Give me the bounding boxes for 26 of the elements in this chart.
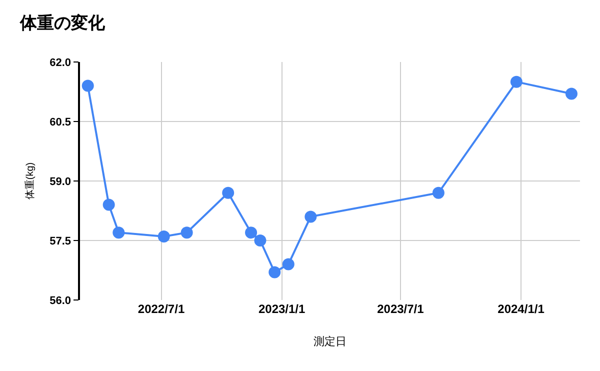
point [222,186,234,199]
y-tick-label: 57.5 [50,235,72,248]
x-tick-label: 2024/1/1 [498,302,545,316]
point [268,266,281,278]
point [565,88,578,100]
point [432,186,444,199]
y-tick-label: 56.0 [50,294,72,307]
y-tick-label: 59.0 [50,176,72,188]
point [245,226,258,239]
point [304,210,317,223]
point [180,226,193,239]
y-tick-label: 60.5 [50,116,72,128]
x-tick-label: 2022/7/1 [138,302,185,316]
point [158,230,170,243]
point [112,226,125,239]
x-tick-label: 2023/7/1 [377,302,424,316]
y-axis-title: 体重(kg) [24,162,36,200]
chart-title: 体重の変化 [18,14,106,33]
point [254,234,266,246]
point [510,76,522,88]
x-tick-label: 2023/1/1 [258,302,306,316]
point [282,258,294,270]
x-axis-title: 測定日 [314,335,346,348]
y-tick-label: 62.0 [50,56,72,69]
point [82,80,94,92]
point [102,198,115,211]
